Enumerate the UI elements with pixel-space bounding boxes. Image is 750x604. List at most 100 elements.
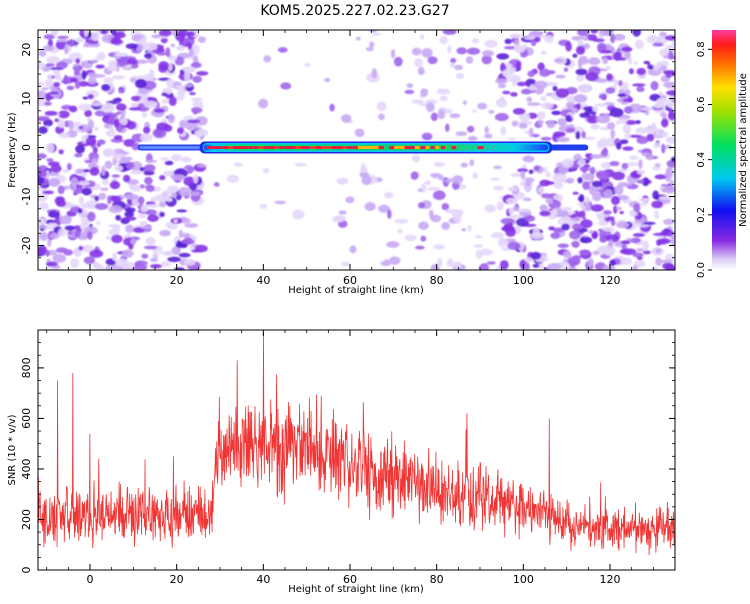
noise-blob xyxy=(130,170,143,175)
noise-blob xyxy=(277,47,288,53)
noise-blob xyxy=(378,113,385,121)
noise-blob xyxy=(152,128,167,139)
noise-blob xyxy=(197,164,208,168)
noise-blob xyxy=(614,185,624,195)
noise-blob xyxy=(420,88,429,97)
noise-blob xyxy=(411,47,422,56)
noise-blob xyxy=(122,66,133,70)
noise-blob xyxy=(371,68,378,79)
noise-blob xyxy=(540,96,547,102)
noise-blob xyxy=(292,209,305,220)
noise-blob xyxy=(55,40,67,50)
noise-blob xyxy=(59,215,72,225)
noise-blob xyxy=(139,166,145,172)
noise-blob xyxy=(620,257,633,266)
noise-blob xyxy=(599,236,608,243)
noise-blob xyxy=(91,101,103,107)
noise-blob xyxy=(582,106,595,111)
noise-blob xyxy=(547,262,562,270)
noise-blob xyxy=(581,131,586,139)
noise-blob xyxy=(161,98,169,104)
signal-hot-core xyxy=(357,146,363,150)
noise-blob xyxy=(444,209,459,214)
noise-blob xyxy=(166,78,175,89)
noise-blobs xyxy=(38,30,675,270)
noise-blob xyxy=(439,95,448,102)
noise-blob xyxy=(624,182,632,187)
noise-blob xyxy=(654,210,659,220)
noise-blob xyxy=(539,68,551,77)
noise-blob xyxy=(143,245,158,250)
noise-blob xyxy=(545,197,554,204)
noise-blob xyxy=(620,118,628,125)
noise-blob xyxy=(67,230,74,235)
noise-blob xyxy=(624,50,631,60)
noise-blob xyxy=(83,30,89,37)
noise-blob xyxy=(174,84,186,89)
noise-blob xyxy=(612,171,625,181)
noise-blob xyxy=(582,180,591,190)
noise-blob xyxy=(77,208,83,214)
noise-blob xyxy=(545,171,551,178)
noise-blob xyxy=(508,207,515,215)
noise-blob xyxy=(404,89,415,95)
noise-blob xyxy=(587,258,594,268)
noise-blob xyxy=(38,126,48,134)
noise-blob xyxy=(387,209,392,219)
noise-blob xyxy=(619,211,624,215)
noise-blob xyxy=(66,162,72,171)
noise-blob xyxy=(91,157,99,164)
noise-blob xyxy=(581,173,595,180)
noise-blob xyxy=(62,169,69,174)
noise-blob xyxy=(433,244,446,250)
noise-blob xyxy=(341,261,351,267)
noise-blob xyxy=(178,252,191,258)
noise-blob xyxy=(642,240,650,251)
noise-blob xyxy=(110,37,122,45)
x-tick-label: 60 xyxy=(343,573,357,586)
noise-blob xyxy=(143,126,151,134)
noise-blob xyxy=(430,172,442,178)
x-tick-label: 80 xyxy=(430,573,444,586)
noise-blob xyxy=(174,96,185,101)
noise-blob xyxy=(606,73,613,81)
noise-blob xyxy=(454,214,462,225)
noise-blob xyxy=(518,122,528,129)
noise-blob xyxy=(421,132,433,141)
noise-blob xyxy=(654,63,662,69)
noise-blob xyxy=(150,264,163,269)
noise-blob xyxy=(565,101,575,108)
noise-blob xyxy=(557,117,568,127)
noise-blob xyxy=(437,109,446,120)
noise-blob xyxy=(165,222,173,228)
noise-blob xyxy=(513,44,526,54)
noise-blob xyxy=(512,107,526,115)
noise-blob xyxy=(518,112,531,122)
noise-blob xyxy=(171,192,178,198)
noise-blob xyxy=(546,120,556,129)
noise-blob xyxy=(575,46,586,55)
noise-blob xyxy=(557,243,570,248)
y-tick-label: 600 xyxy=(20,408,33,429)
noise-blob xyxy=(354,128,365,138)
noise-blob xyxy=(522,155,535,163)
noise-blob xyxy=(324,77,331,83)
noise-blob xyxy=(111,75,126,80)
noise-blob xyxy=(45,249,50,257)
noise-blob xyxy=(158,175,166,181)
noise-blob xyxy=(484,204,496,213)
noise-blob xyxy=(452,175,464,184)
noise-blob xyxy=(81,70,87,80)
noise-blob xyxy=(50,164,62,173)
noise-blob xyxy=(178,186,191,197)
signal-hot-core xyxy=(435,146,440,150)
noise-blob xyxy=(78,103,92,111)
noise-blob xyxy=(600,161,612,169)
noise-blob xyxy=(190,266,199,270)
noise-blob xyxy=(168,96,177,106)
noise-blob xyxy=(589,166,596,175)
noise-blob xyxy=(137,213,147,219)
noise-blob xyxy=(44,110,58,116)
noise-blob xyxy=(369,41,375,48)
noise-blob xyxy=(163,170,176,177)
